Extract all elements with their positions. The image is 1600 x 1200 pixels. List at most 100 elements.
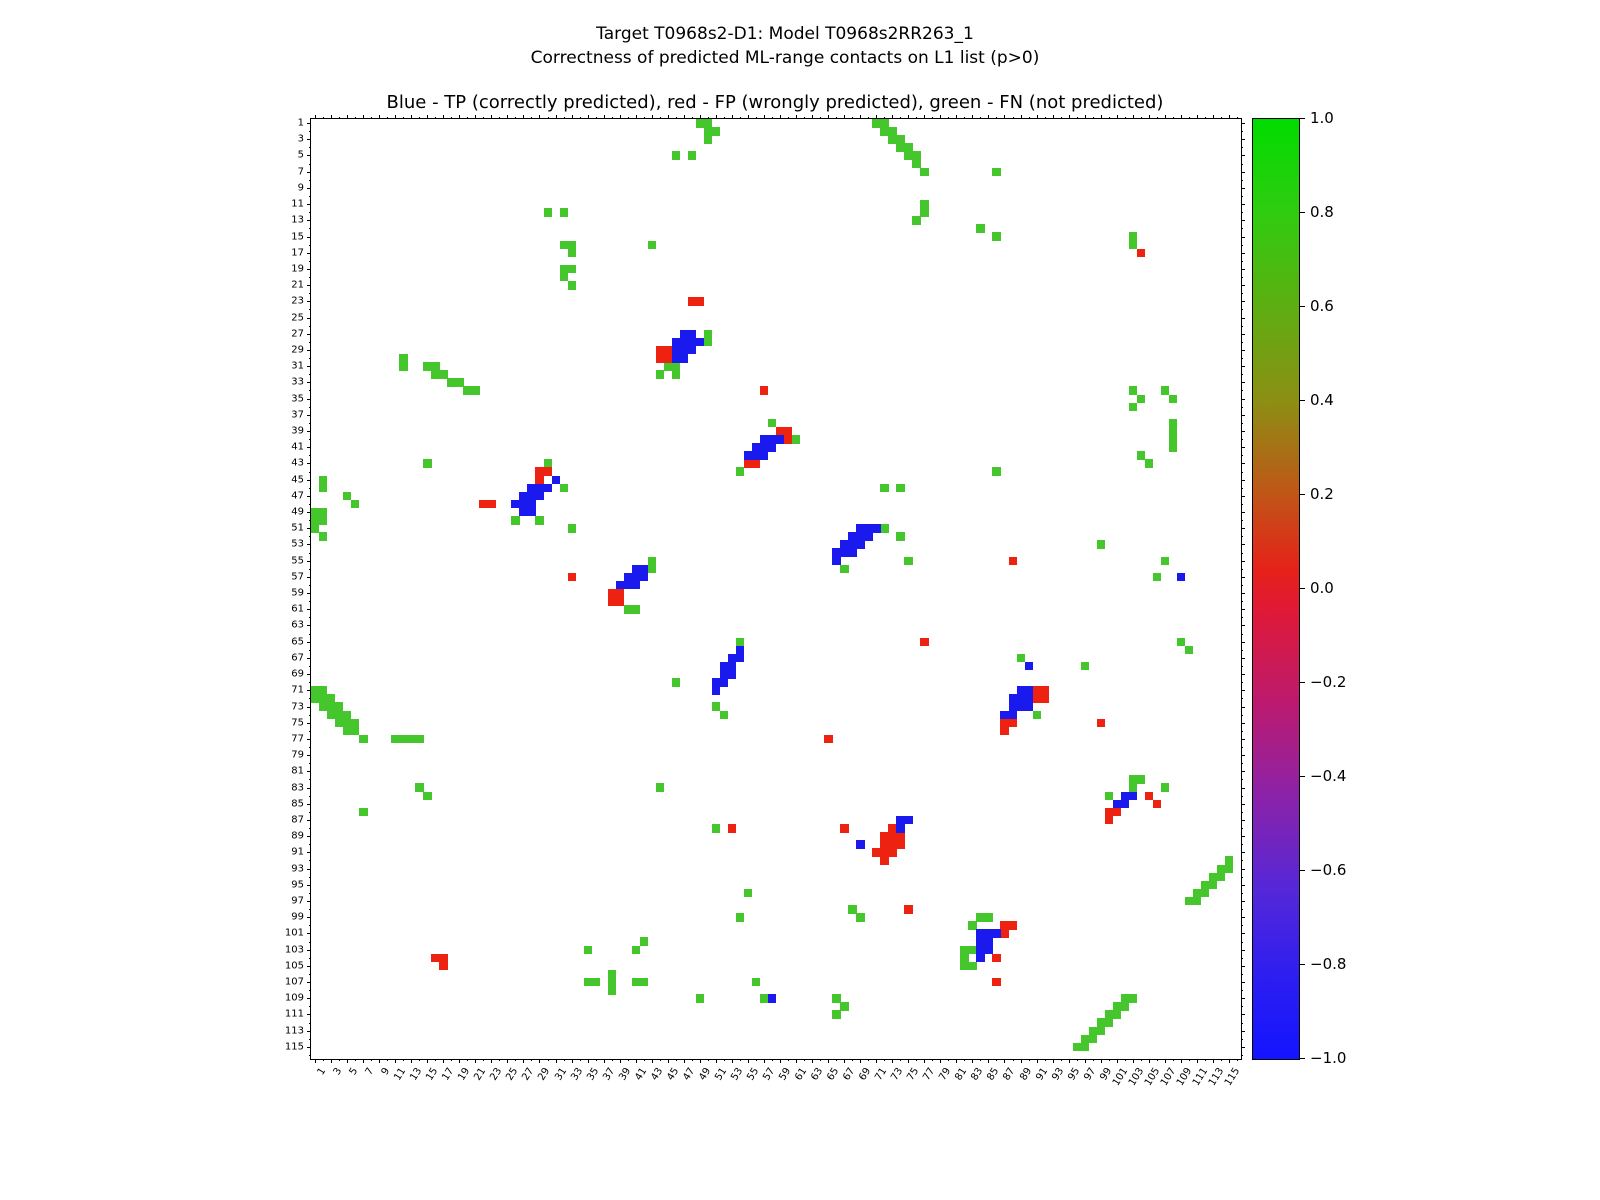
x-axis-tick-top: [836, 117, 838, 119]
x-axis-tick-top: [467, 117, 469, 119]
contact-cell-fp: [896, 832, 905, 841]
contact-cell-tp: [896, 824, 905, 833]
contact-cell-tp: [976, 953, 985, 963]
y-axis-tick-right: [1241, 892, 1243, 894]
y-axis-tick-right: [1241, 982, 1245, 984]
contact-cell-fn: [832, 1010, 841, 1019]
y-tick-label: 73: [291, 701, 304, 712]
y-axis-tick: [309, 212, 311, 214]
x-axis-tick: [451, 1059, 453, 1061]
x-axis-tick-top: [595, 117, 597, 119]
contact-cell-fp: [880, 856, 889, 865]
colorbar-tick-label: −0.8: [1310, 955, 1347, 973]
contact-cell-fp: [615, 597, 625, 606]
y-tick-label: 63: [291, 619, 304, 631]
contact-cell-fn: [743, 888, 753, 898]
contact-cell-fn: [319, 516, 328, 525]
x-axis-tick-top: [499, 117, 501, 119]
contact-cell-tp: [687, 337, 697, 347]
y-axis-tick: [309, 601, 311, 603]
contact-cell-fn: [695, 994, 705, 1003]
contact-cell-fp: [655, 354, 665, 363]
y-axis-tick: [307, 366, 311, 368]
contact-cell-fn: [567, 240, 576, 250]
x-axis-tick: [547, 1059, 549, 1061]
contact-cell-fn: [567, 264, 576, 274]
contact-cell-fn: [976, 224, 985, 233]
contact-cell-fn: [391, 734, 400, 744]
y-tick-label: 111: [284, 1008, 304, 1020]
y-axis-tick-right: [1241, 625, 1245, 627]
x-axis-tick: [491, 1059, 493, 1063]
y-axis-tick: [307, 884, 311, 886]
x-axis-tick: [1236, 1059, 1238, 1061]
contact-cell-fp: [992, 953, 1001, 963]
x-axis-tick: [347, 1059, 349, 1063]
contact-cell-fn: [343, 726, 352, 736]
x-axis-tick-top: [627, 117, 629, 119]
y-axis-tick: [309, 568, 311, 570]
x-axis-tick-top: [1164, 115, 1166, 119]
x-axis-tick-top: [1004, 115, 1006, 119]
contact-cell-fp: [1000, 929, 1009, 938]
y-axis-tick: [309, 892, 311, 894]
x-tick-label: 19: [456, 1066, 473, 1083]
x-axis-tick-top: [707, 117, 709, 119]
x-axis-tick-top: [547, 117, 549, 119]
x-axis-tick-top: [635, 115, 637, 119]
contact-cell-fn: [639, 977, 649, 987]
y-axis-tick-right: [1241, 260, 1243, 262]
contact-cell-fn: [759, 994, 769, 1003]
contact-cell-tp: [1008, 710, 1017, 720]
contact-cell-fn: [872, 119, 881, 128]
x-axis-tick-top: [1060, 117, 1062, 119]
contact-cell-fn: [848, 905, 857, 914]
y-axis-tick: [309, 795, 311, 797]
x-axis-tick-top: [812, 115, 814, 119]
y-tick-label: 43: [291, 457, 304, 469]
contact-cell-fn: [1128, 240, 1138, 250]
colorbar-tick: [1300, 776, 1305, 777]
colorbar-tick-label: −0.2: [1310, 673, 1347, 691]
contact-cell-fp: [607, 589, 617, 598]
y-axis-tick-right: [1241, 763, 1243, 765]
x-axis-tick: [1108, 1059, 1110, 1061]
y-axis-tick-right: [1241, 738, 1245, 740]
y-axis-tick: [307, 512, 311, 514]
y-tick-label: 97: [291, 895, 304, 907]
contact-cell-fn: [880, 127, 889, 136]
x-axis-tick: [1012, 1059, 1014, 1061]
contact-cell-tp: [767, 443, 777, 452]
contact-cell-tp: [1000, 710, 1009, 720]
contact-cell-fn: [711, 127, 721, 136]
x-axis-tick: [643, 1059, 645, 1061]
contact-cell-fn: [351, 718, 360, 728]
y-axis-tick: [309, 131, 311, 133]
contact-cell-tp: [535, 491, 544, 501]
y-tick-label: 81: [291, 765, 304, 777]
contact-cell-fn: [567, 248, 576, 258]
y-tick-label: 9: [297, 182, 304, 194]
contact-cell-fp: [1008, 921, 1017, 930]
contact-cell-tp: [992, 929, 1001, 938]
x-axis-tick: [1028, 1059, 1030, 1061]
contact-cell-fn: [912, 159, 921, 169]
x-axis-tick-top: [1092, 117, 1094, 119]
x-axis-tick: [323, 1059, 325, 1061]
x-axis-tick-top: [475, 115, 477, 119]
x-axis-tick-top: [363, 115, 365, 119]
y-axis-tick-right: [1241, 349, 1245, 351]
x-axis-tick: [1188, 1059, 1190, 1061]
x-tick-label: 73: [889, 1066, 906, 1083]
contact-cell-fn: [1104, 1010, 1114, 1019]
y-axis-tick: [309, 844, 311, 846]
x-axis-tick-top: [667, 115, 669, 119]
contact-cell-fn: [351, 499, 360, 509]
contact-cell-fn: [960, 961, 969, 971]
y-axis-tick-right: [1241, 965, 1245, 967]
y-axis-tick: [307, 1046, 311, 1048]
x-axis-tick: [723, 1059, 725, 1061]
x-axis-tick: [820, 1059, 822, 1061]
y-axis-tick-right: [1241, 876, 1243, 878]
x-axis-tick-top: [1084, 115, 1086, 119]
